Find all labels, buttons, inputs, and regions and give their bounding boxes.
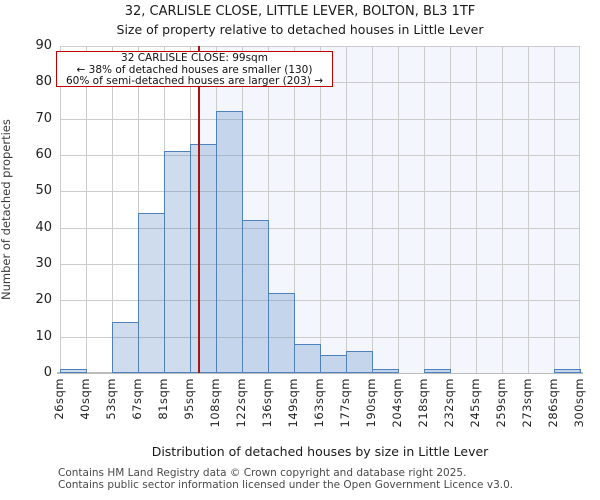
footer-attribution-line1: Contains HM Land Registry data © Crown c…: [58, 467, 467, 479]
x-tick-label: 26sqm: [52, 378, 66, 420]
vertical-gridline: [268, 46, 269, 373]
x-tick-label: 177sqm: [338, 378, 352, 428]
histogram-bar: [164, 151, 191, 373]
x-tick-label: 232sqm: [442, 378, 456, 428]
y-tick-label: 90: [35, 38, 52, 53]
y-tick-label: 70: [35, 110, 52, 126]
vertical-gridline: [138, 46, 139, 373]
y-tick-label: 80: [35, 74, 52, 90]
vertical-gridline: [294, 46, 295, 373]
x-tick-label: 190sqm: [364, 378, 378, 428]
x-axis-line: [57, 372, 583, 374]
vertical-gridline: [372, 46, 373, 373]
x-tick-label: 53sqm: [104, 378, 118, 420]
histogram-bar: [424, 369, 451, 373]
histogram-bar: [138, 213, 165, 373]
vertical-gridline: [450, 46, 451, 373]
vertical-gridline: [424, 46, 425, 373]
histogram-bar: [216, 111, 243, 373]
vertical-gridline: [398, 46, 399, 373]
vertical-gridline: [476, 46, 477, 373]
histogram-bar: [554, 369, 581, 373]
x-axis-title: Distribution of detached houses by size …: [151, 444, 489, 459]
x-tick-label: 300sqm: [572, 378, 586, 428]
x-tick-label: 136sqm: [260, 378, 274, 428]
x-tick-label: 259sqm: [494, 378, 508, 428]
histogram-bar: [346, 351, 373, 373]
x-tick-label: 108sqm: [208, 378, 222, 428]
histogram-bar: [190, 144, 217, 373]
footer-attribution-line2: Contains public sector information licen…: [58, 479, 514, 491]
histogram-bar: [320, 354, 347, 373]
property-size-marker-line: [197, 46, 200, 373]
x-tick-label: 81sqm: [156, 378, 170, 420]
shaded-region-right-of-marker: [198, 46, 580, 373]
vertical-gridline: [554, 46, 555, 373]
vertical-gridline: [346, 46, 347, 373]
vertical-gridline: [320, 46, 321, 373]
chart-title: 32, CARLISLE CLOSE, LITTLE LEVER, BOLTON…: [124, 4, 476, 19]
y-tick-label: 20: [35, 292, 52, 308]
x-tick-label: 149sqm: [286, 378, 300, 428]
x-tick-label: 67sqm: [130, 378, 144, 420]
y-tick-label: 30: [35, 256, 52, 271]
vertical-gridline: [112, 46, 113, 373]
x-tick-label: 245sqm: [468, 378, 482, 428]
y-tick-label: 40: [35, 219, 52, 235]
plot-area: [60, 46, 581, 373]
annotation-larger-text: 60% of semi-detached houses are larger (…: [66, 75, 323, 87]
y-tick-label: 10: [35, 328, 52, 344]
chart-subtitle: Size of property relative to detached ho…: [116, 22, 484, 37]
annotation-box: 32 CARLISLE CLOSE: 99sqm ← 38% of detach…: [56, 51, 333, 87]
vertical-gridline: [579, 46, 580, 373]
x-tick-label: 122sqm: [234, 378, 248, 428]
y-axis-label: Number of detached properties: [0, 119, 13, 300]
histogram-bar: [242, 220, 269, 373]
histogram-bar: [60, 369, 87, 373]
x-tick-label: 95sqm: [182, 378, 196, 420]
histogram-bar: [372, 369, 399, 373]
x-tick-label: 218sqm: [416, 378, 430, 428]
histogram-bar: [268, 293, 295, 373]
x-tick-label: 286sqm: [546, 378, 560, 428]
x-tick-label: 204sqm: [390, 378, 404, 428]
y-tick-label: 50: [35, 183, 52, 199]
annotation-title: 32 CARLISLE CLOSE: 99sqm: [121, 52, 268, 64]
x-tick-label: 163sqm: [312, 378, 326, 428]
histogram-bar: [112, 322, 139, 373]
vertical-gridline: [86, 46, 87, 373]
y-tick-label: 0: [43, 365, 52, 380]
vertical-gridline: [528, 46, 529, 373]
x-tick-label: 40sqm: [78, 378, 92, 420]
vertical-gridline: [60, 46, 61, 373]
y-tick-label: 60: [35, 147, 52, 162]
vertical-gridline: [502, 46, 503, 373]
histogram-bar: [294, 343, 321, 373]
annotation-smaller-text: ← 38% of detached houses are smaller (13…: [76, 63, 313, 76]
x-tick-label: 273sqm: [520, 378, 534, 428]
